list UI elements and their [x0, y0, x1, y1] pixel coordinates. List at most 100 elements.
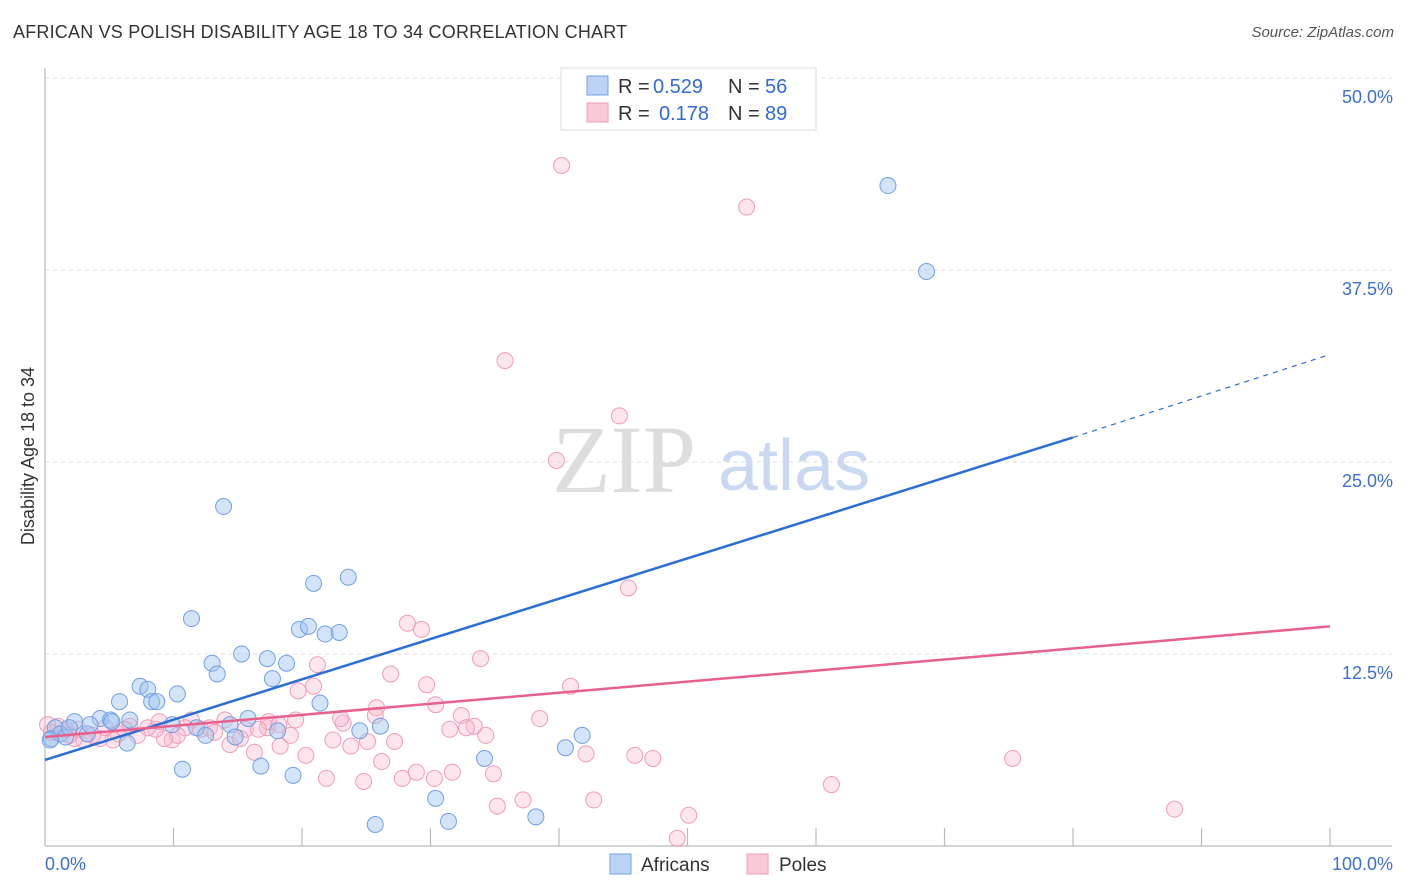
poles-point [156, 729, 174, 747]
watermark-zip: ZIP [552, 406, 696, 513]
y-tick-labels: 12.5% 25.0% 37.5% 50.0% [1342, 87, 1393, 683]
poles-point [1004, 749, 1022, 767]
bottom-legend-poles: Poles [779, 855, 827, 876]
poles-point [626, 746, 644, 764]
poles-point [373, 753, 391, 771]
africans-point [182, 610, 200, 628]
poles-point [393, 769, 411, 787]
africans-point [299, 617, 317, 635]
africans-point [233, 645, 251, 663]
africans-point [197, 726, 215, 744]
poles-point [680, 806, 698, 824]
legend-r-label: R = [618, 103, 650, 125]
africans-point [263, 670, 281, 688]
poles-point [531, 710, 549, 728]
africans-points [41, 177, 936, 833]
poles-point [398, 614, 416, 632]
africans-point [81, 716, 99, 734]
poles-point [441, 720, 459, 738]
legend-n-africans: 56 [765, 76, 787, 98]
africans-point [556, 739, 574, 757]
africans-point [573, 726, 591, 744]
poles-point [644, 749, 662, 767]
legend-n-label: N = [728, 103, 760, 125]
africans-trend-line-extension [1072, 353, 1331, 438]
poles-point [407, 763, 425, 781]
africans-point [118, 734, 136, 752]
africans-point [305, 574, 323, 592]
poles-point [668, 829, 686, 847]
poles-point [168, 726, 186, 744]
poles-point [386, 733, 404, 751]
poles-point [443, 763, 461, 781]
africans-point [339, 568, 357, 586]
legend-swatch-poles [586, 102, 609, 123]
poles-point [342, 737, 360, 755]
bottom-legend-swatch-poles [746, 853, 769, 875]
poles-point [457, 719, 475, 737]
poles-point [249, 720, 267, 738]
africans-point [143, 693, 161, 711]
x-tick-label-max: 100.0% [1332, 854, 1393, 874]
africans-point [527, 808, 545, 826]
legend-r-poles: 0.178 [659, 103, 709, 125]
poles-point [553, 157, 571, 175]
africans-point [290, 620, 308, 638]
poles-point [297, 746, 315, 764]
bottom-legend: Africans Poles [609, 853, 827, 876]
poles-point [355, 772, 373, 790]
source-label: Source: ZipAtlas.com [1251, 24, 1394, 41]
africans-point [173, 760, 191, 778]
poles-point [317, 769, 335, 787]
poles-point [206, 723, 224, 741]
africans-point [252, 757, 270, 775]
poles-point [425, 769, 443, 787]
poles-point [619, 579, 637, 597]
poles-point [488, 797, 506, 815]
bottom-legend-africans: Africans [641, 855, 710, 876]
trend-lines [44, 353, 1331, 762]
africans-point [208, 665, 226, 683]
africans-point [215, 498, 233, 516]
poles-point [308, 656, 326, 674]
africans-point [366, 815, 384, 833]
africans-point [278, 654, 296, 672]
poles-point [496, 352, 514, 370]
poles-point [472, 650, 490, 668]
poles-point [289, 682, 307, 700]
africans-point [351, 722, 369, 740]
legend: R = 0.529 N = 56 R = 0.178 N = 89 [560, 67, 817, 131]
africans-trend-line [44, 436, 1074, 762]
poles-trend-line [44, 625, 1331, 739]
poles-point [1166, 800, 1184, 818]
bottom-legend-swatch-africans [609, 853, 632, 875]
poles-point [514, 791, 532, 809]
poles-point [413, 620, 431, 638]
poles-point [305, 677, 323, 695]
poles-point [334, 714, 352, 732]
poles-point [585, 791, 603, 809]
africans-point [121, 711, 139, 729]
poles-point [477, 726, 495, 744]
poles-point [245, 743, 263, 761]
africans-point [311, 694, 329, 712]
africans-point [269, 722, 287, 740]
y-tick-label: 37.5% [1342, 279, 1393, 299]
legend-n-poles: 89 [765, 103, 787, 125]
africans-point [148, 693, 166, 711]
poles-point [822, 776, 840, 794]
africans-point [41, 731, 59, 749]
africans-point [427, 789, 445, 807]
poles-point [281, 726, 299, 744]
poles-point [738, 198, 756, 216]
legend-swatch-africans [586, 75, 609, 96]
y-tick-label: 25.0% [1342, 471, 1393, 491]
africans-point [879, 177, 897, 195]
x-ticks [172, 828, 1331, 846]
poles-point [382, 665, 400, 683]
africans-point [203, 654, 221, 672]
poles-point [610, 407, 628, 425]
y-tick-label: 12.5% [1342, 663, 1393, 683]
y-axis-label: Disability Age 18 to 34 [18, 367, 38, 545]
